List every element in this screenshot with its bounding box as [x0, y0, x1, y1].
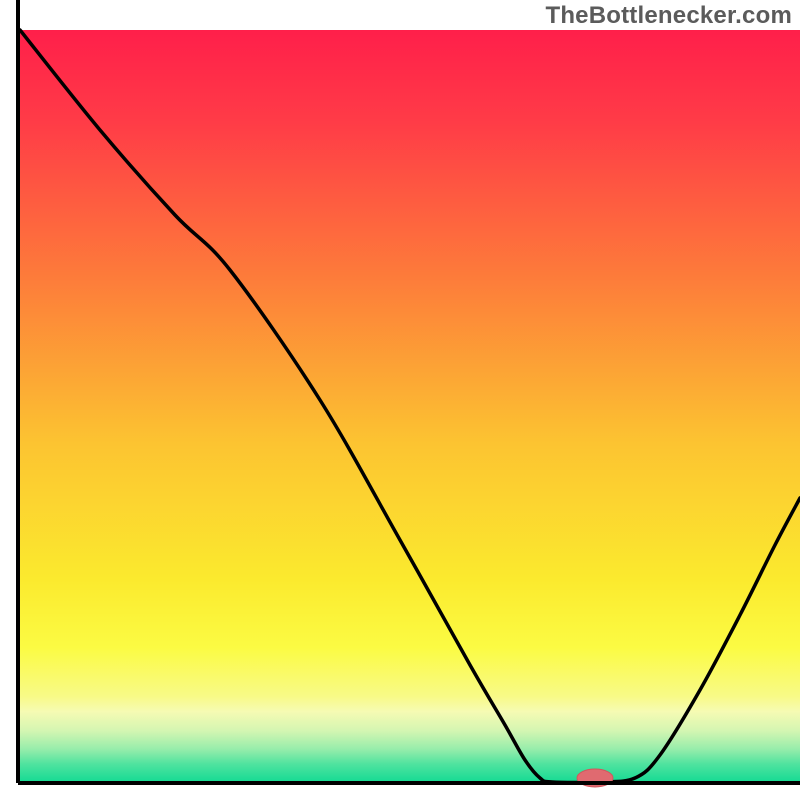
chart-svg — [0, 0, 800, 800]
chart-stage: TheBottlenecker.com — [0, 0, 800, 800]
gradient-background — [20, 30, 800, 783]
watermark-text: TheBottlenecker.com — [545, 2, 792, 30]
